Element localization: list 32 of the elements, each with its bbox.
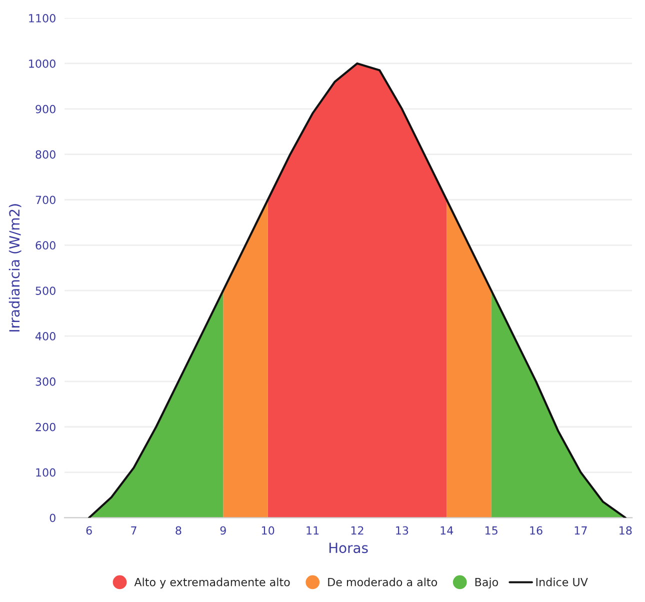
x-tick-label: 16 <box>530 526 542 535</box>
x-tick-label: 6 <box>86 526 92 535</box>
x-tick-label: 8 <box>176 526 182 535</box>
legend-label: Indice UV <box>536 578 588 586</box>
x-tick-label: 7 <box>131 526 136 534</box>
y-tick-label: 500 <box>36 286 56 295</box>
x-tick-label: 13 <box>396 526 408 535</box>
y-tick-label: 400 <box>36 332 56 340</box>
line-series <box>88 62 626 518</box>
legend-label: Alto y extremadamente alto <box>134 578 290 588</box>
y-tick-label: 1000 <box>29 59 56 68</box>
legend-label: Bajo <box>475 578 498 588</box>
x-tick-label: 15 <box>485 526 498 535</box>
x-tick-label: 14 <box>440 526 454 534</box>
x-tick-label: 11 <box>306 526 319 534</box>
x-axis-title: Horas <box>329 542 368 554</box>
y-tick-label: 0 <box>50 514 56 522</box>
x-tick-label: 17 <box>574 526 587 534</box>
y-axis-title: Irradiancia (W/m2) <box>8 204 22 332</box>
legend-label: De moderado a alto <box>328 578 438 586</box>
y-tick-label: 800 <box>36 150 56 159</box>
x-tick-label: 12 <box>351 526 364 534</box>
y-tick-label: 600 <box>36 241 56 250</box>
y-tick-label: 700 <box>36 196 56 204</box>
y-tick-label: 100 <box>36 468 56 477</box>
y-tick-label: 300 <box>36 377 56 386</box>
x-tick-label: 9 <box>220 526 226 535</box>
x-tick-label: 10 <box>262 526 274 535</box>
y-tick-label: 900 <box>36 104 56 114</box>
y-tick-label: 200 <box>36 422 56 432</box>
x-tick-label: 18 <box>620 526 632 535</box>
y-tick-label: 1100 <box>29 14 56 22</box>
